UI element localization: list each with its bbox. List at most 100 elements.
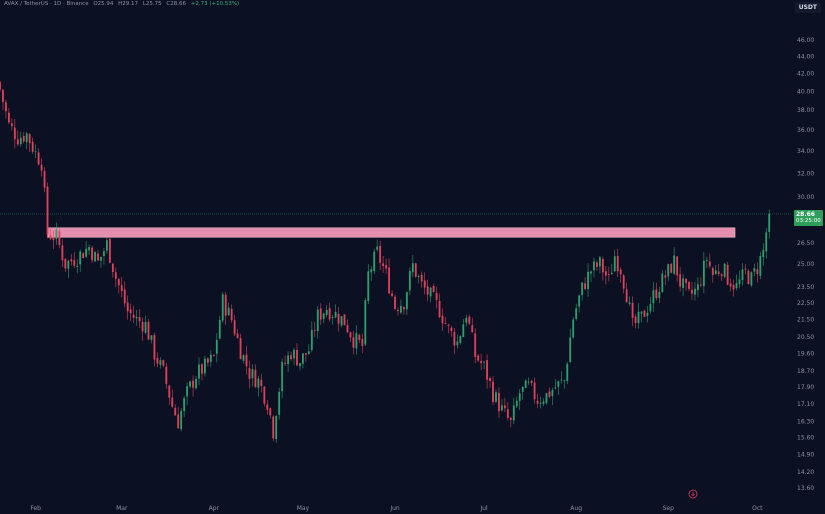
candle[interactable] (310, 329, 313, 351)
candle[interactable] (358, 334, 361, 341)
candle[interactable] (622, 275, 625, 289)
candle[interactable] (331, 317, 334, 318)
candle[interactable] (714, 270, 717, 275)
candle[interactable] (691, 289, 693, 294)
candle[interactable] (313, 330, 316, 332)
resistance-zone[interactable] (47, 227, 736, 238)
candle[interactable] (444, 323, 447, 324)
candle[interactable] (388, 267, 390, 294)
candle[interactable] (13, 127, 16, 140)
candle[interactable] (245, 354, 248, 367)
candle[interactable] (108, 238, 111, 263)
candle[interactable] (625, 289, 628, 303)
candle[interactable] (290, 355, 292, 360)
candle[interactable] (28, 133, 31, 144)
candle[interactable] (738, 279, 741, 285)
candle[interactable] (744, 268, 747, 270)
candle[interactable] (468, 316, 471, 324)
candle[interactable] (557, 381, 560, 387)
candle[interactable] (400, 305, 402, 313)
candle[interactable] (711, 268, 714, 275)
candle[interactable] (138, 317, 141, 322)
candle[interactable] (527, 381, 530, 383)
candle[interactable] (506, 409, 509, 418)
go-to-realtime-icon[interactable] (688, 489, 698, 499)
candle[interactable] (117, 279, 120, 286)
candle[interactable] (230, 308, 233, 321)
candle[interactable] (634, 316, 637, 323)
candle[interactable] (100, 256, 102, 261)
candle[interactable] (495, 392, 497, 402)
candle[interactable] (2, 89, 4, 103)
candle[interactable] (405, 292, 408, 310)
candle[interactable] (655, 289, 658, 299)
candle[interactable] (373, 251, 376, 272)
candle[interactable] (16, 139, 19, 145)
candle[interactable] (132, 314, 135, 318)
candle[interactable] (402, 307, 405, 310)
candle[interactable] (269, 408, 272, 416)
candle[interactable] (58, 231, 61, 246)
candle[interactable] (64, 258, 67, 269)
candle[interactable] (266, 404, 269, 410)
candle[interactable] (162, 360, 165, 366)
candle[interactable] (334, 312, 337, 318)
candle[interactable] (682, 278, 685, 288)
candle[interactable] (530, 380, 533, 383)
candle[interactable] (717, 271, 720, 274)
candle[interactable] (76, 265, 79, 267)
candle[interactable] (447, 324, 450, 326)
candle[interactable] (688, 282, 690, 289)
candle[interactable] (177, 414, 180, 429)
candle[interactable] (129, 309, 132, 314)
candle[interactable] (768, 213, 771, 232)
candle[interactable] (521, 386, 524, 392)
candle[interactable] (426, 286, 429, 295)
candle[interactable] (613, 256, 616, 272)
candle[interactable] (759, 256, 762, 276)
candle[interactable] (52, 237, 55, 241)
candle[interactable] (218, 319, 221, 339)
candle[interactable] (631, 302, 634, 318)
candle[interactable] (337, 313, 340, 324)
candle[interactable] (435, 292, 438, 300)
candle[interactable] (477, 355, 480, 361)
candle[interactable] (299, 363, 301, 367)
candle[interactable] (43, 171, 46, 188)
candle[interactable] (429, 287, 432, 297)
candle[interactable] (578, 295, 581, 307)
candle[interactable] (221, 294, 224, 321)
candle[interactable] (637, 311, 640, 324)
candle[interactable] (604, 271, 607, 276)
candle[interactable] (180, 411, 183, 430)
candle[interactable] (619, 269, 622, 275)
candle[interactable] (628, 302, 631, 304)
candle[interactable] (209, 354, 212, 362)
candle[interactable] (293, 349, 295, 359)
candle[interactable] (37, 152, 40, 165)
candle[interactable] (126, 302, 129, 312)
candle[interactable] (515, 400, 518, 407)
candle[interactable] (49, 235, 52, 239)
candle[interactable] (135, 316, 138, 319)
candle[interactable] (590, 271, 592, 274)
candle[interactable] (646, 312, 649, 316)
candle[interactable] (254, 369, 257, 388)
candle[interactable] (61, 245, 64, 261)
candle[interactable] (726, 264, 729, 285)
candle[interactable] (453, 331, 456, 346)
candle[interactable] (10, 123, 13, 126)
candle[interactable] (370, 269, 373, 273)
candle[interactable] (82, 253, 85, 259)
candle[interactable] (159, 360, 162, 365)
candle[interactable] (224, 294, 227, 316)
candle[interactable] (316, 309, 319, 332)
candle[interactable] (676, 256, 679, 276)
candle[interactable] (352, 337, 355, 348)
candle[interactable] (509, 417, 512, 420)
candle[interactable] (456, 341, 459, 346)
candle[interactable] (723, 263, 726, 277)
candle[interactable] (658, 291, 661, 298)
candle[interactable] (417, 276, 420, 277)
candle[interactable] (391, 293, 393, 296)
